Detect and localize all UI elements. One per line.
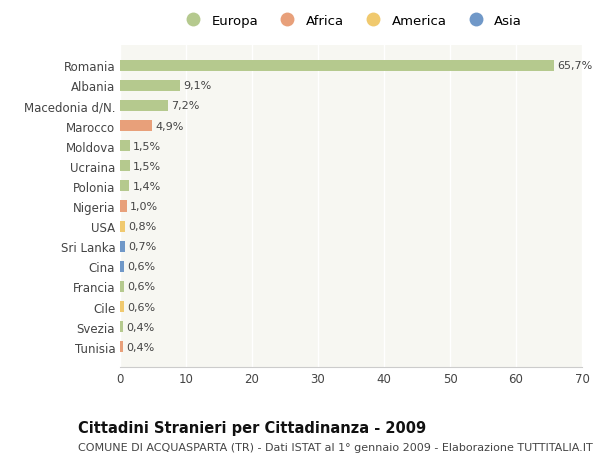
Bar (120, 302, 124, 313)
Bar (120, 61, 554, 72)
Text: 7,2%: 7,2% (171, 101, 199, 111)
Text: 0,7%: 0,7% (128, 242, 156, 252)
Bar (120, 201, 127, 212)
Bar (120, 281, 124, 292)
Bar (120, 161, 130, 172)
Text: 1,4%: 1,4% (133, 181, 161, 191)
Bar (120, 321, 122, 332)
Text: COMUNE DI ACQUASPARTA (TR) - Dati ISTAT al 1° gennaio 2009 - Elaborazione TUTTIT: COMUNE DI ACQUASPARTA (TR) - Dati ISTAT … (78, 442, 593, 452)
Bar (120, 81, 180, 92)
Text: 1,5%: 1,5% (133, 162, 161, 171)
Bar (120, 341, 122, 353)
Text: 0,4%: 0,4% (126, 322, 154, 332)
Text: 0,6%: 0,6% (127, 302, 155, 312)
Text: 65,7%: 65,7% (557, 61, 592, 71)
Bar (120, 181, 129, 192)
Text: 9,1%: 9,1% (184, 81, 212, 91)
Text: 0,6%: 0,6% (127, 262, 155, 272)
Bar (120, 261, 124, 272)
Text: 4,9%: 4,9% (155, 121, 184, 131)
Bar (120, 121, 152, 132)
Bar (120, 141, 130, 152)
Bar (120, 101, 167, 112)
Text: 1,5%: 1,5% (133, 141, 161, 151)
Text: 0,4%: 0,4% (126, 342, 154, 352)
Text: Cittadini Stranieri per Cittadinanza - 2009: Cittadini Stranieri per Cittadinanza - 2… (78, 420, 426, 435)
Text: 1,0%: 1,0% (130, 202, 158, 212)
Legend: Europa, Africa, America, Asia: Europa, Africa, America, Asia (176, 11, 526, 32)
Text: 0,6%: 0,6% (127, 282, 155, 292)
Bar (120, 241, 125, 252)
Text: 0,8%: 0,8% (128, 222, 157, 232)
Bar (120, 221, 125, 232)
